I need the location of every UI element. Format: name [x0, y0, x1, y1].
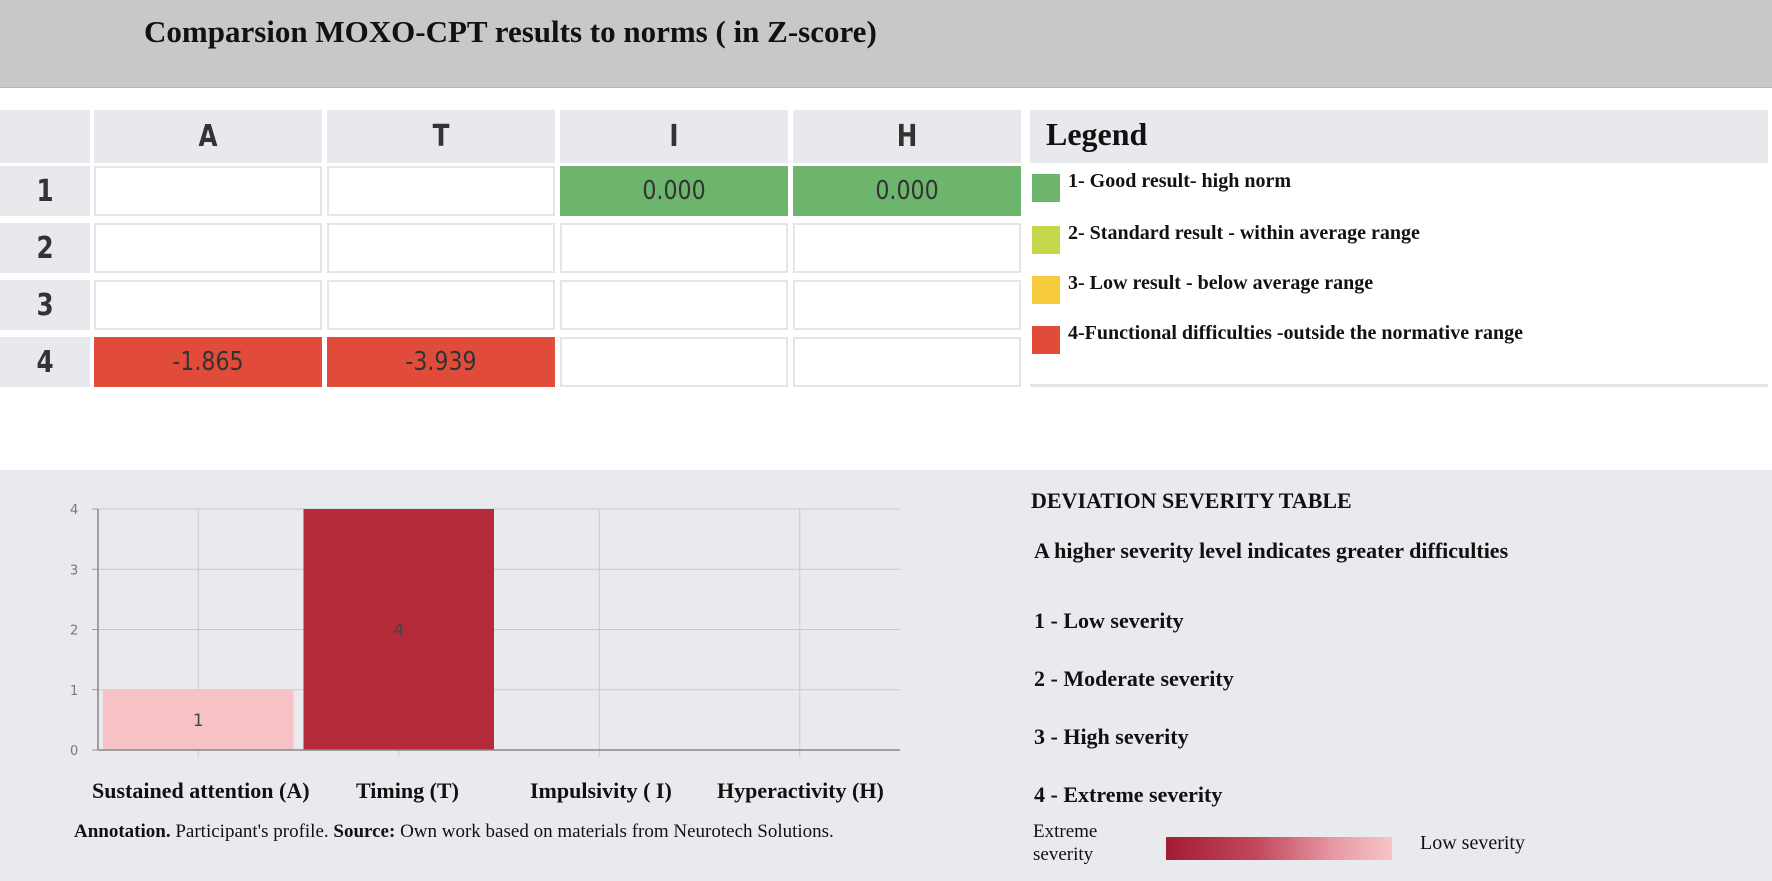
row-header-label: 2 — [36, 230, 54, 266]
legend-header: Legend — [1030, 110, 1768, 163]
table-cell: 0.000 — [560, 166, 788, 216]
severity-item-1: 1 - Low severity — [1034, 608, 1184, 633]
y-tick-label: 1 — [70, 684, 78, 699]
legend-item-difficulties: 4-Functional difficulties -outside the n… — [1030, 322, 1768, 356]
table-cell — [94, 223, 322, 273]
row-header-3: 3 — [0, 280, 90, 330]
table-cell: -3.939 — [327, 337, 555, 387]
title-bar: Comparsion MOXO-CPT results to norms ( i… — [0, 0, 1772, 88]
legend-swatch-lime — [1032, 226, 1060, 254]
cell-value: -3.939 — [405, 347, 477, 377]
table-cell — [94, 166, 322, 216]
column-header-i: I — [560, 110, 788, 163]
source-text: Own work based on materials from Neurote… — [395, 821, 834, 842]
severity-item-2: 2 - Moderate severity — [1034, 666, 1234, 691]
column-header-label: T — [432, 119, 450, 154]
table-cell — [94, 280, 322, 330]
table-cell — [793, 223, 1021, 273]
annotation-label: Annotation. — [74, 821, 171, 842]
table-cell: -1.865 — [94, 337, 322, 387]
cell-value: 0.000 — [642, 176, 706, 206]
table-cell — [793, 337, 1021, 387]
source-label: Source: — [333, 821, 396, 842]
column-header-h: H — [793, 110, 1021, 163]
cell-value: -1.865 — [172, 347, 244, 377]
x-category-label: Sustained attention (A) — [92, 778, 310, 803]
legend-label: 4-Functional difficulties -outside the n… — [1068, 322, 1523, 344]
y-tick-label: 2 — [70, 624, 78, 639]
bar-data-label: 4 — [393, 621, 404, 641]
scale-label-low: Low severity — [1420, 832, 1525, 854]
legend-swatch-yellow — [1032, 276, 1060, 304]
legend-label: 3- Low result - below average range — [1068, 272, 1374, 294]
table-cell — [560, 280, 788, 330]
legend-swatch-green — [1032, 174, 1060, 202]
legend-label: 1- Good result- high norm — [1068, 170, 1291, 192]
legend-item-low: 3- Low result - below average range — [1030, 272, 1768, 306]
table-cell — [560, 223, 788, 273]
legend-label: 2- Standard result - within average rang… — [1068, 222, 1420, 244]
table-cell — [793, 280, 1021, 330]
column-header-label: I — [669, 119, 679, 154]
bar-1 — [103, 689, 294, 750]
column-header-a: A — [94, 110, 322, 163]
table-cell — [327, 280, 555, 330]
x-category-label: Timing (T) — [356, 778, 459, 803]
severity-bar-chart: 0 1 2 3 4 1 4 Sustained attention (A) Timing (T)… — [70, 503, 900, 803]
cell-value: 0.000 — [875, 176, 939, 206]
x-category-label: Impulsivity ( I) — [530, 778, 672, 803]
column-header-label: A — [198, 119, 218, 154]
lower-panel — [0, 470, 1772, 881]
table-corner — [0, 110, 90, 163]
column-header-label: H — [896, 119, 918, 154]
legend-swatch-red — [1032, 326, 1060, 354]
table-cell — [560, 337, 788, 387]
severity-note: A higher severity level indicates greate… — [1034, 538, 1509, 563]
scale-label-extreme: Extreme severity — [1033, 821, 1098, 865]
row-header-1: 1 — [0, 166, 90, 216]
chart-annotation: Annotation. Participant's profile. Sourc… — [74, 820, 874, 843]
row-header-4: 4 — [0, 337, 90, 387]
row-header-label: 4 — [36, 344, 54, 380]
table-cell — [327, 223, 555, 273]
bar-2 — [303, 509, 494, 750]
severity-table-title: DEVIATION SEVERITY TABLE — [1031, 488, 1352, 513]
severity-gradient-bar — [1166, 837, 1392, 860]
y-tick-label: 3 — [70, 563, 78, 578]
x-category-label: Hyperactivity (H) — [717, 778, 884, 803]
table-cell — [327, 166, 555, 216]
row-header-label: 1 — [36, 173, 54, 209]
page-title: Comparsion MOXO-CPT results to norms ( i… — [144, 14, 877, 49]
column-header-t: T — [327, 110, 555, 163]
severity-item-3: 3 - High severity — [1034, 724, 1189, 749]
severity-item-4: 4 - Extreme severity — [1034, 782, 1223, 807]
legend-divider — [1030, 384, 1768, 387]
legend-title: Legend — [1046, 116, 1148, 152]
annotation-text: Participant's profile. — [170, 821, 334, 842]
row-header-2: 2 — [0, 223, 90, 273]
legend-item-standard: 2- Standard result - within average rang… — [1030, 222, 1768, 256]
bar-data-label: 1 — [193, 711, 204, 731]
row-header-label: 3 — [36, 287, 54, 323]
table-cell: 0.000 — [793, 166, 1021, 216]
y-tick-label: 0 — [70, 744, 78, 759]
legend-item-good: 1- Good result- high norm — [1030, 170, 1768, 204]
y-tick-label: 4 — [70, 503, 78, 518]
